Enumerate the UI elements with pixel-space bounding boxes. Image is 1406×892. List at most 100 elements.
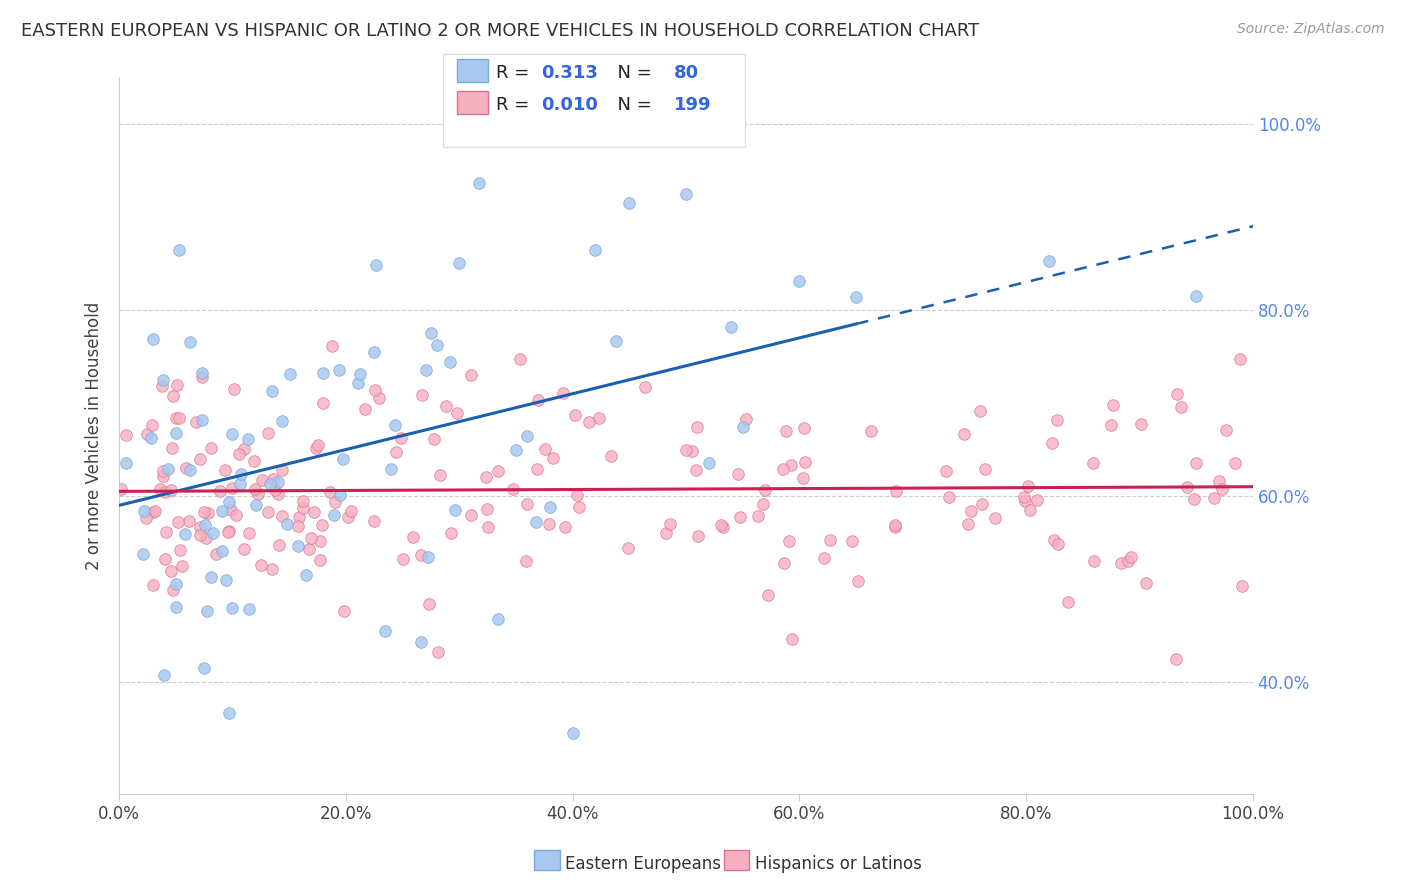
Point	[155, 524, 177, 539]
Point	[162, 389, 184, 403]
Point	[218, 495, 240, 509]
Point	[956, 517, 979, 532]
Point	[363, 344, 385, 359]
Point	[218, 524, 240, 538]
Point	[654, 526, 676, 541]
Point	[195, 604, 218, 618]
Point	[1135, 575, 1157, 590]
Point	[321, 339, 343, 353]
Point	[583, 243, 606, 257]
Point	[1109, 556, 1132, 570]
Point	[160, 564, 183, 578]
Point	[449, 256, 471, 270]
Point	[675, 443, 697, 458]
Point	[298, 542, 321, 557]
Point	[846, 574, 869, 588]
Point	[115, 428, 138, 442]
Point	[486, 612, 509, 626]
Point	[150, 379, 173, 393]
Point	[477, 501, 499, 516]
Point	[179, 334, 201, 349]
Point	[460, 368, 482, 383]
Point	[205, 547, 228, 561]
Point	[287, 519, 309, 533]
Point	[349, 367, 371, 381]
Point	[135, 510, 157, 524]
Point	[179, 514, 201, 528]
Point	[165, 411, 187, 425]
Point	[969, 404, 991, 418]
Point	[1211, 483, 1233, 497]
Point	[193, 505, 215, 519]
Point	[380, 462, 402, 476]
Point	[565, 488, 588, 502]
Point	[233, 541, 256, 556]
Point	[132, 504, 155, 518]
Point	[953, 426, 976, 441]
Point	[527, 393, 550, 408]
Point	[1166, 387, 1188, 401]
Point	[208, 483, 231, 498]
Point	[152, 668, 174, 682]
Point	[1014, 494, 1036, 508]
Point	[364, 258, 387, 272]
Point	[391, 552, 413, 566]
Text: 199: 199	[673, 96, 711, 114]
Point	[845, 290, 868, 304]
Point	[793, 420, 815, 434]
Text: 0.010: 0.010	[541, 96, 598, 114]
Point	[752, 497, 775, 511]
Point	[984, 510, 1007, 524]
Point	[747, 509, 769, 524]
Text: N =: N =	[606, 96, 658, 114]
Text: Eastern Europeans: Eastern Europeans	[565, 855, 721, 873]
Point	[505, 443, 527, 458]
Point	[434, 399, 457, 413]
Point	[792, 471, 814, 485]
Point	[780, 632, 803, 646]
Point	[188, 451, 211, 466]
Point	[429, 467, 451, 482]
Point	[170, 559, 193, 574]
Point	[534, 442, 557, 456]
Point	[197, 506, 219, 520]
Point	[720, 319, 742, 334]
Point	[884, 520, 907, 534]
Point	[588, 410, 610, 425]
Point	[475, 469, 498, 483]
Point	[418, 597, 440, 611]
Point	[1083, 554, 1105, 568]
Point	[165, 577, 187, 591]
Point	[423, 432, 446, 446]
Point	[191, 413, 214, 427]
Point	[1116, 554, 1139, 568]
Point	[561, 725, 583, 739]
Point	[190, 520, 212, 534]
Point	[1229, 352, 1251, 367]
Text: EASTERN EUROPEAN VS HISPANIC OR LATINO 2 OR MORE VEHICLES IN HOUSEHOLD CORRELATI: EASTERN EUROPEAN VS HISPANIC OR LATINO 2…	[21, 22, 980, 40]
Point	[427, 645, 450, 659]
Point	[332, 452, 354, 467]
Point	[813, 551, 835, 566]
Point	[305, 442, 328, 456]
Point	[659, 517, 682, 532]
Point	[551, 385, 574, 400]
Text: 80: 80	[673, 64, 699, 82]
Point	[730, 509, 752, 524]
Point	[1230, 579, 1253, 593]
Point	[1012, 490, 1035, 504]
Point	[276, 516, 298, 531]
Point	[287, 539, 309, 553]
Point	[841, 533, 863, 548]
Point	[307, 437, 329, 451]
Point	[328, 363, 350, 377]
Point	[1121, 549, 1143, 564]
Point	[374, 624, 396, 638]
Point	[883, 517, 905, 532]
Point	[411, 548, 433, 562]
Point	[886, 483, 908, 498]
Point	[1208, 474, 1230, 488]
Point	[194, 517, 217, 532]
Point	[1215, 423, 1237, 437]
Text: R =: R =	[496, 64, 536, 82]
